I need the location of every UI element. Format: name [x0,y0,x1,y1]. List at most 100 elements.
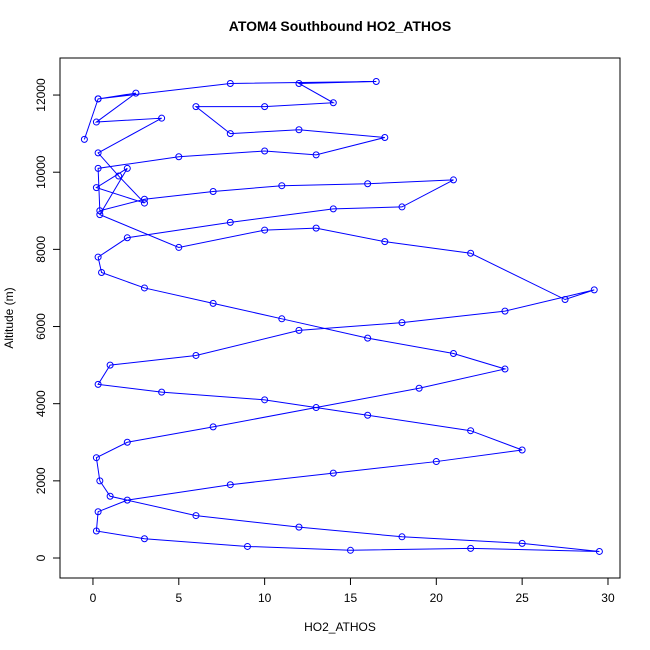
y-tick-label: 0 [34,554,48,561]
point [329,205,337,213]
x-tick-label: 10 [258,591,272,605]
point [295,523,303,531]
y-tick-label: 4000 [34,390,48,417]
y-tick-label: 12000 [34,78,48,112]
point [312,224,320,232]
y-tick-label: 8000 [34,236,48,263]
y-tick-label: 6000 [34,313,48,340]
point [518,446,526,454]
point [518,539,526,547]
point [94,253,102,261]
point [140,195,148,203]
point [226,130,234,138]
point [449,350,457,358]
x-tick-label: 25 [515,591,529,605]
x-tick-label: 20 [430,591,444,605]
point [106,361,114,369]
point [175,153,183,161]
point [595,547,603,555]
point [226,79,234,87]
point [94,508,102,516]
point [501,365,509,373]
point [261,226,269,234]
point [209,187,217,195]
x-tick-label: 0 [90,591,97,605]
point [96,477,104,485]
x-axis-label: HO2_ATHOS [304,620,376,634]
point [123,234,131,242]
point [192,351,200,359]
point [158,114,166,122]
y-axis-label: Altitude (m) [2,287,16,348]
point [140,199,148,207]
point [278,315,286,323]
point [123,164,131,172]
point [467,249,475,257]
point [192,103,200,111]
point [261,147,269,155]
point [92,527,100,535]
point [590,286,598,294]
point [278,182,286,190]
point [398,203,406,211]
point [381,238,389,246]
x-tick-label: 15 [344,591,358,605]
point [329,469,337,477]
point [364,180,372,188]
point [312,151,320,159]
y-tick-label: 2000 [34,467,48,494]
point [364,334,372,342]
point [226,481,234,489]
point [398,319,406,327]
point [96,207,104,215]
series-line [83,81,600,552]
point [158,388,166,396]
point [92,118,100,126]
point [123,496,131,504]
point [209,299,217,307]
point [432,458,440,466]
point [106,492,114,500]
point [243,542,251,550]
point [98,269,106,277]
point [501,307,509,315]
point [295,126,303,134]
x-tick-label: 30 [601,591,615,605]
point [261,396,269,404]
point [96,211,104,219]
point [312,404,320,412]
point [80,135,88,143]
point [561,296,569,304]
chart-title: ATOM4 Southbound HO2_ATHOS [229,18,451,34]
point [92,454,100,462]
point [115,172,123,180]
point [140,284,148,292]
y-tick-label: 10000 [34,155,48,189]
point [261,103,269,111]
point [175,243,183,251]
point [449,176,457,184]
point [415,384,423,392]
point [132,89,140,97]
point [381,133,389,141]
x-tick-label: 5 [175,591,182,605]
point [94,149,102,157]
point [329,99,337,107]
point [94,164,102,172]
point [364,411,372,419]
point [295,326,303,334]
point [209,423,217,431]
point [372,78,380,86]
point [192,512,200,520]
plot-frame [59,57,621,579]
point [346,546,354,554]
point [123,438,131,446]
point [226,218,234,226]
point [295,79,303,87]
point [94,95,102,103]
point [94,380,102,388]
point [398,533,406,541]
point [92,184,100,192]
point [467,544,475,552]
